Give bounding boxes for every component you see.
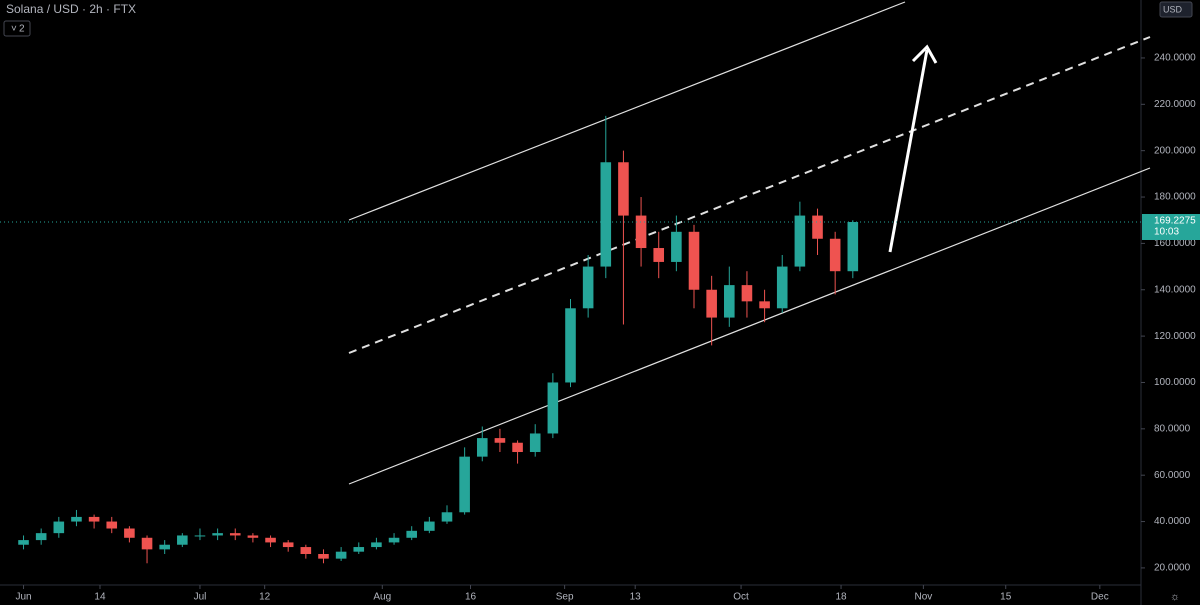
chart-title: Solana / USD · 2h · FTX <box>6 2 136 16</box>
y-tick-label: 220.0000 <box>1154 99 1196 110</box>
candle-body <box>671 231 682 262</box>
last-price-label: 169.2275 <box>1154 216 1196 227</box>
candle-body <box>688 231 700 290</box>
candle-body <box>124 528 135 538</box>
candle-body <box>724 285 735 318</box>
candle-body <box>353 547 365 552</box>
candle-body <box>141 537 153 550</box>
candle-body <box>18 540 29 545</box>
x-tick-label: Dec <box>1091 592 1109 603</box>
candle-body <box>282 542 294 548</box>
candle-body <box>371 542 382 548</box>
x-tick-label: Aug <box>373 592 391 603</box>
x-tick-label: 14 <box>94 592 106 603</box>
candle-body <box>406 530 417 538</box>
x-tick-label: 13 <box>630 592 642 603</box>
y-tick-label: 200.0000 <box>1154 145 1196 156</box>
candle-body <box>582 266 594 309</box>
candle-body <box>106 521 118 529</box>
candle-body <box>635 215 647 249</box>
y-tick-label: 80.0000 <box>1154 423 1191 434</box>
candle-body <box>265 537 276 543</box>
candle-body <box>229 533 241 536</box>
candle-body <box>600 162 612 267</box>
candle-body <box>441 512 453 522</box>
candle-body <box>653 248 665 262</box>
x-tick-label: Nov <box>914 592 932 603</box>
y-tick-label: 180.0000 <box>1154 192 1196 203</box>
candle-body <box>88 516 100 522</box>
candle-body <box>476 438 488 457</box>
countdown: 10:03 <box>1154 227 1179 238</box>
candle-body <box>424 521 435 531</box>
candle-body <box>829 238 841 272</box>
candle-body <box>741 285 753 302</box>
arrow-shaft <box>888 49 929 253</box>
x-tick-label: Jul <box>194 592 207 603</box>
candle-body <box>35 533 47 541</box>
channel-upper <box>348 1 906 221</box>
candle-body <box>759 301 770 309</box>
candle-body <box>812 215 823 239</box>
candle-body <box>565 308 576 383</box>
y-tick-label: 40.0000 <box>1154 516 1191 527</box>
candle-body <box>177 535 188 545</box>
x-tick-label: Sep <box>556 592 574 603</box>
y-tick-label: 140.0000 <box>1154 284 1196 295</box>
candle-body <box>318 554 329 559</box>
indicator-caret: ˅ <box>11 24 17 35</box>
candle-body <box>159 544 170 550</box>
candle-body <box>300 547 312 555</box>
candle-body <box>794 215 806 267</box>
candle-body <box>847 222 859 272</box>
x-tick-label: Oct <box>733 592 749 603</box>
candle-body <box>335 551 347 559</box>
last-price-box <box>1142 214 1200 241</box>
candle-body <box>776 266 788 309</box>
y-tick-label: 100.0000 <box>1154 377 1196 388</box>
currency-button[interactable] <box>1159 1 1193 18</box>
x-tick-label: 18 <box>835 592 847 603</box>
candle-body <box>547 382 559 434</box>
y-tick-label: 60.0000 <box>1154 470 1191 481</box>
y-tick-label: 160.0000 <box>1154 238 1196 249</box>
x-tick-label: 12 <box>259 592 271 603</box>
candle-body <box>212 533 223 536</box>
settings-icon[interactable]: ☼ <box>1170 591 1180 603</box>
indicator-count: 2 <box>19 24 25 35</box>
candle-body <box>706 289 717 318</box>
arrow <box>888 44 938 253</box>
candle-body <box>194 535 206 537</box>
candle-body <box>529 433 541 453</box>
candle-body <box>459 456 470 513</box>
x-tick-label: 16 <box>465 592 477 603</box>
indicator-toggle[interactable] <box>3 20 31 37</box>
arrow-head <box>911 44 938 64</box>
candle-body <box>618 162 629 216</box>
y-tick-label: 120.0000 <box>1154 331 1196 342</box>
y-tick-label: 20.0000 <box>1154 563 1191 574</box>
candle-body <box>512 442 523 453</box>
x-tick-label: 15 <box>1000 592 1012 603</box>
x-tick-label: Jun <box>15 592 31 603</box>
candle-body <box>71 516 82 522</box>
candle-body <box>388 537 400 543</box>
plot <box>18 115 859 564</box>
candle-body <box>53 521 65 534</box>
currency-label: USD <box>1163 4 1183 14</box>
candle-body <box>494 438 506 443</box>
candle-body <box>247 535 259 538</box>
channel-mid <box>348 36 1151 354</box>
y-tick-label: 240.0000 <box>1154 53 1196 64</box>
